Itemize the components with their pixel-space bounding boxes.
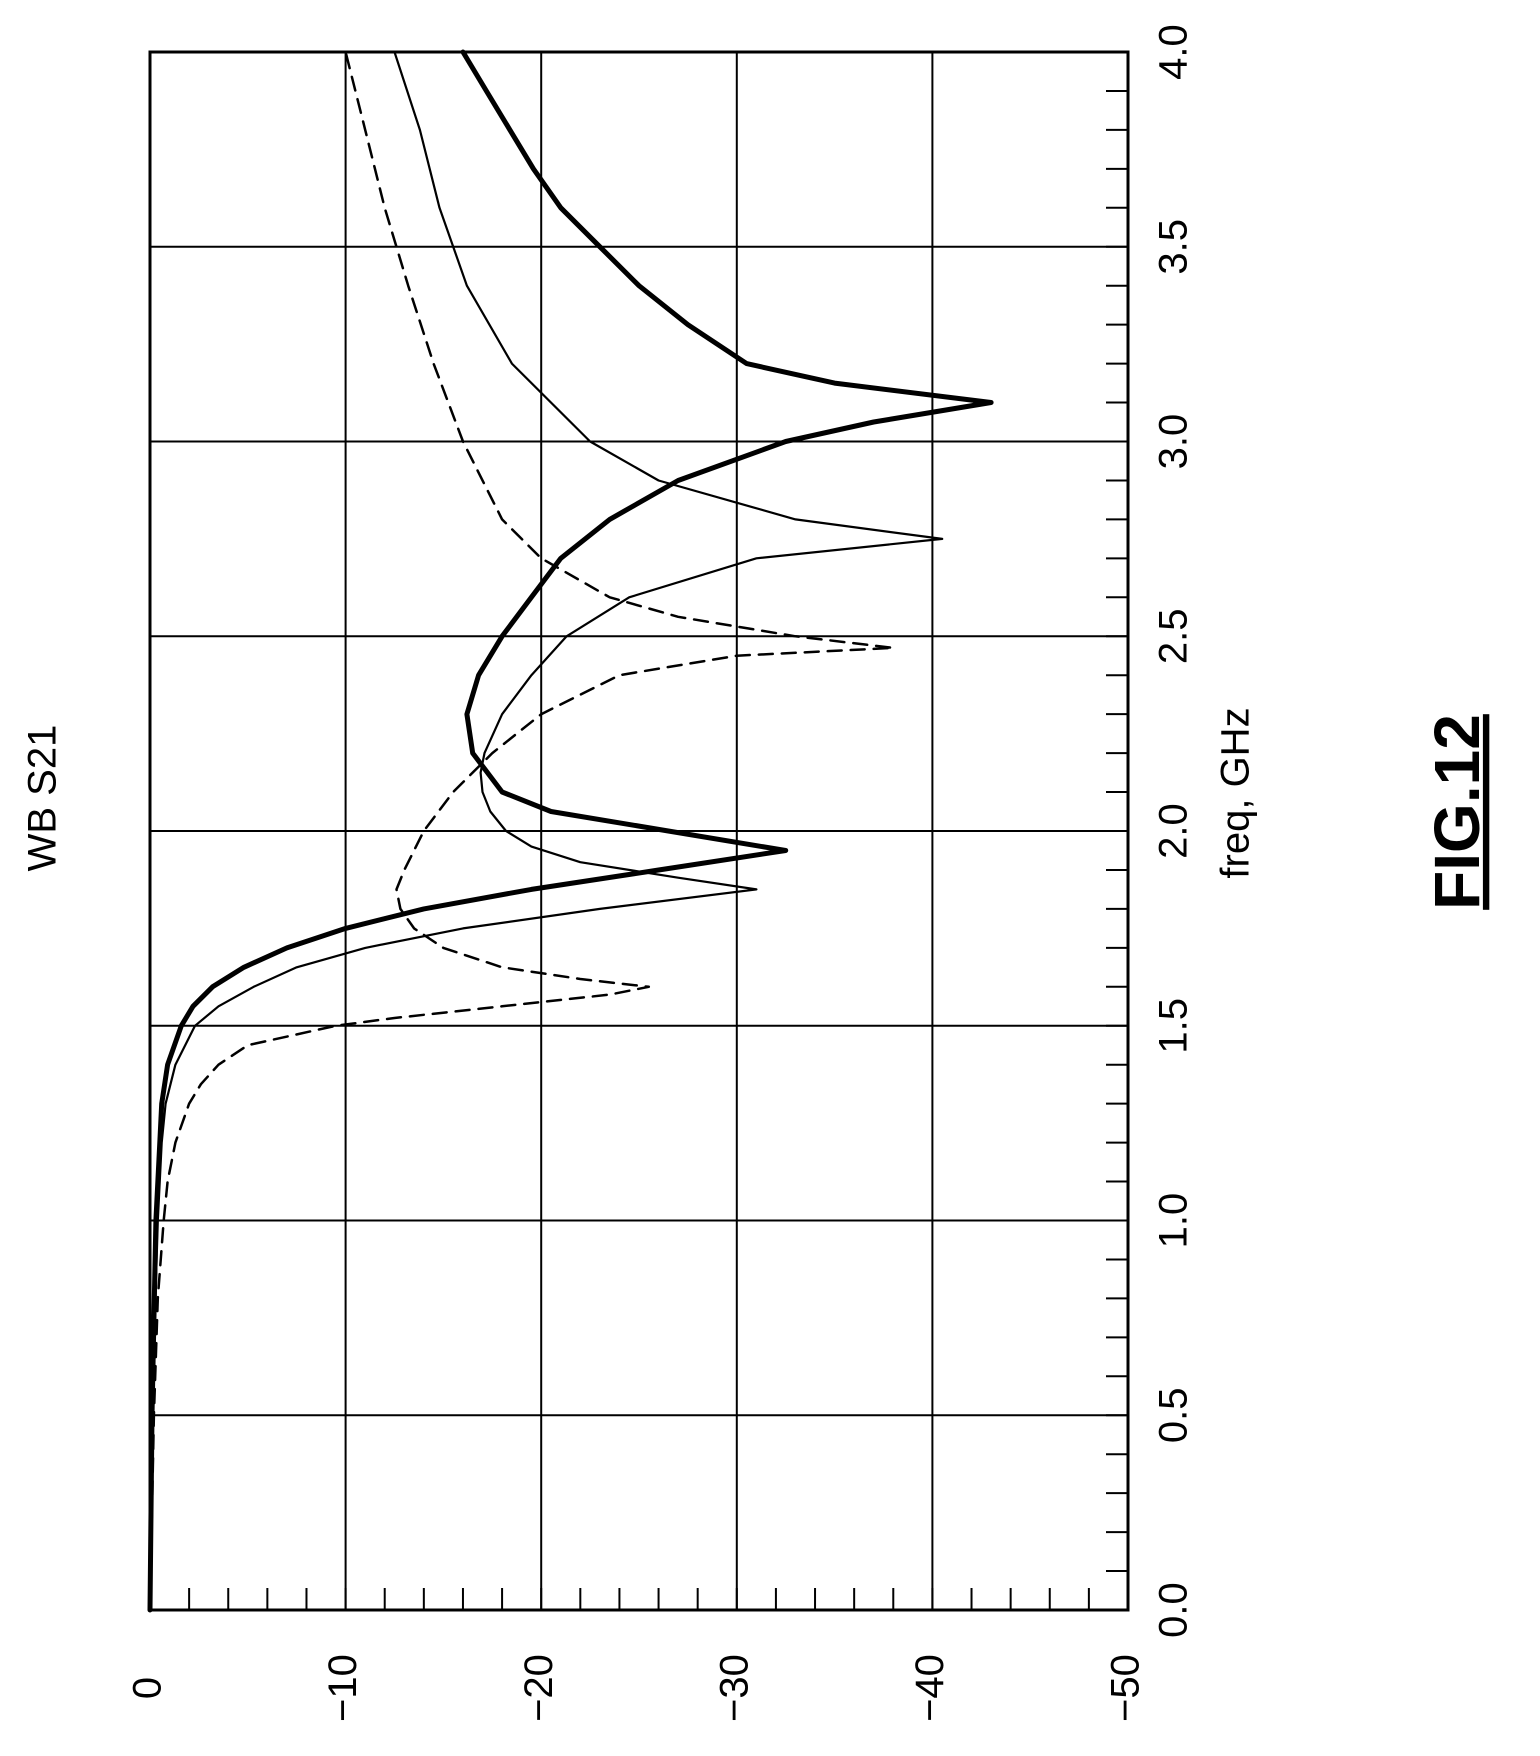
x-tick-label: 0.0	[1152, 1582, 1196, 1638]
x-tick-label: 0.5	[1152, 1387, 1196, 1443]
y-tick-labels: 0 −10 −20 −30 −40 −50	[126, 1654, 1148, 1722]
y-tick-label: −50	[1104, 1654, 1148, 1722]
series-line-thick	[147, 49, 994, 1613]
x-tick-label: 3.0	[1152, 414, 1196, 470]
y-tick-label: −20	[517, 1654, 561, 1722]
x-tick-label: 1.5	[1152, 998, 1196, 1054]
y-tick-label: 0	[126, 1677, 170, 1699]
x-tick-label: 1.0	[1152, 1193, 1196, 1249]
x-tick-labels: 0.0 0.5 1.0 1.5 2.0 2.5 3.0 3.5 4.0	[1152, 24, 1196, 1638]
grid-lines	[149, 51, 1129, 1611]
y-tick-label: −40	[908, 1654, 952, 1722]
x-tick-label: 3.5	[1152, 219, 1196, 275]
series-line-thin	[148, 50, 944, 1612]
x-tick-label: 4.0	[1152, 24, 1196, 80]
x-tick-label: 2.0	[1152, 803, 1196, 859]
series-group	[147, 49, 994, 1613]
minor-ticks	[149, 51, 1129, 1611]
plot-frame	[148, 50, 1130, 1612]
chart-title: WB S21	[21, 725, 65, 872]
x-axis-title: freq, GHz	[1214, 707, 1258, 878]
y-tick-label: −10	[321, 1654, 365, 1722]
y-tick-label: −30	[712, 1654, 756, 1722]
series-line-dashed	[148, 50, 895, 1612]
figure-label: FIG.12	[1421, 714, 1493, 910]
x-tick-label: 2.5	[1152, 608, 1196, 664]
